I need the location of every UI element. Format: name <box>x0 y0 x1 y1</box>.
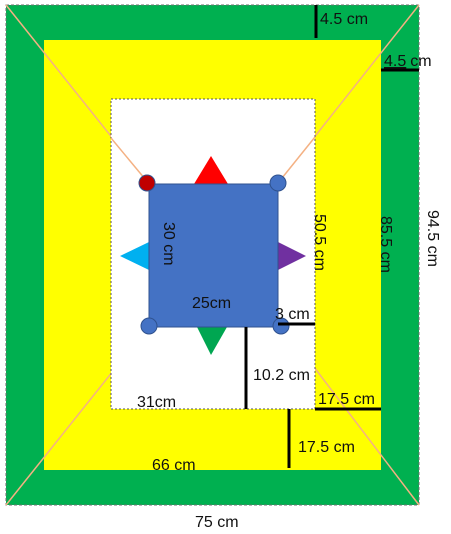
label-blue-width: 25cm <box>192 295 231 312</box>
label-outer-height: 94.5 cm <box>424 210 441 267</box>
label-white-width: 31cm <box>137 394 176 411</box>
label-gap-right: 3 cm <box>275 306 310 323</box>
label-outer-width: 75 cm <box>195 514 239 531</box>
blue-square <box>148 183 279 328</box>
dot-bottom-left <box>140 317 158 335</box>
label-white-to-yellow-right: 17.5 cm <box>318 391 375 408</box>
dot-bottom-right <box>272 317 290 335</box>
label-yellow-width: 66 cm <box>152 457 196 474</box>
label-gap-below-blue: 10.2 cm <box>253 367 310 384</box>
triangle-bottom <box>197 327 227 355</box>
label-yellow-border-top-unit: cm <box>410 53 431 70</box>
label-blue-height: 30 cm <box>160 222 177 266</box>
triangle-top <box>194 156 228 184</box>
dot-top-right <box>269 174 287 192</box>
diagonal-line-inner-top-right <box>277 136 316 184</box>
triangle-right <box>278 242 306 270</box>
label-yellow-border-top-value: 4.5 <box>384 53 406 70</box>
label-yellow-height: 85.5 cm <box>377 216 394 273</box>
label-white-height: 50.5 cm <box>311 214 328 271</box>
dot-top-left <box>138 174 156 192</box>
label-green-border-top: 4.5 cm <box>320 11 368 28</box>
label-white-to-yellow-bottom: 17.5 cm <box>298 439 355 456</box>
triangle-left <box>120 242 149 270</box>
label-yellow-border-top: 4.5 cm <box>384 53 432 70</box>
